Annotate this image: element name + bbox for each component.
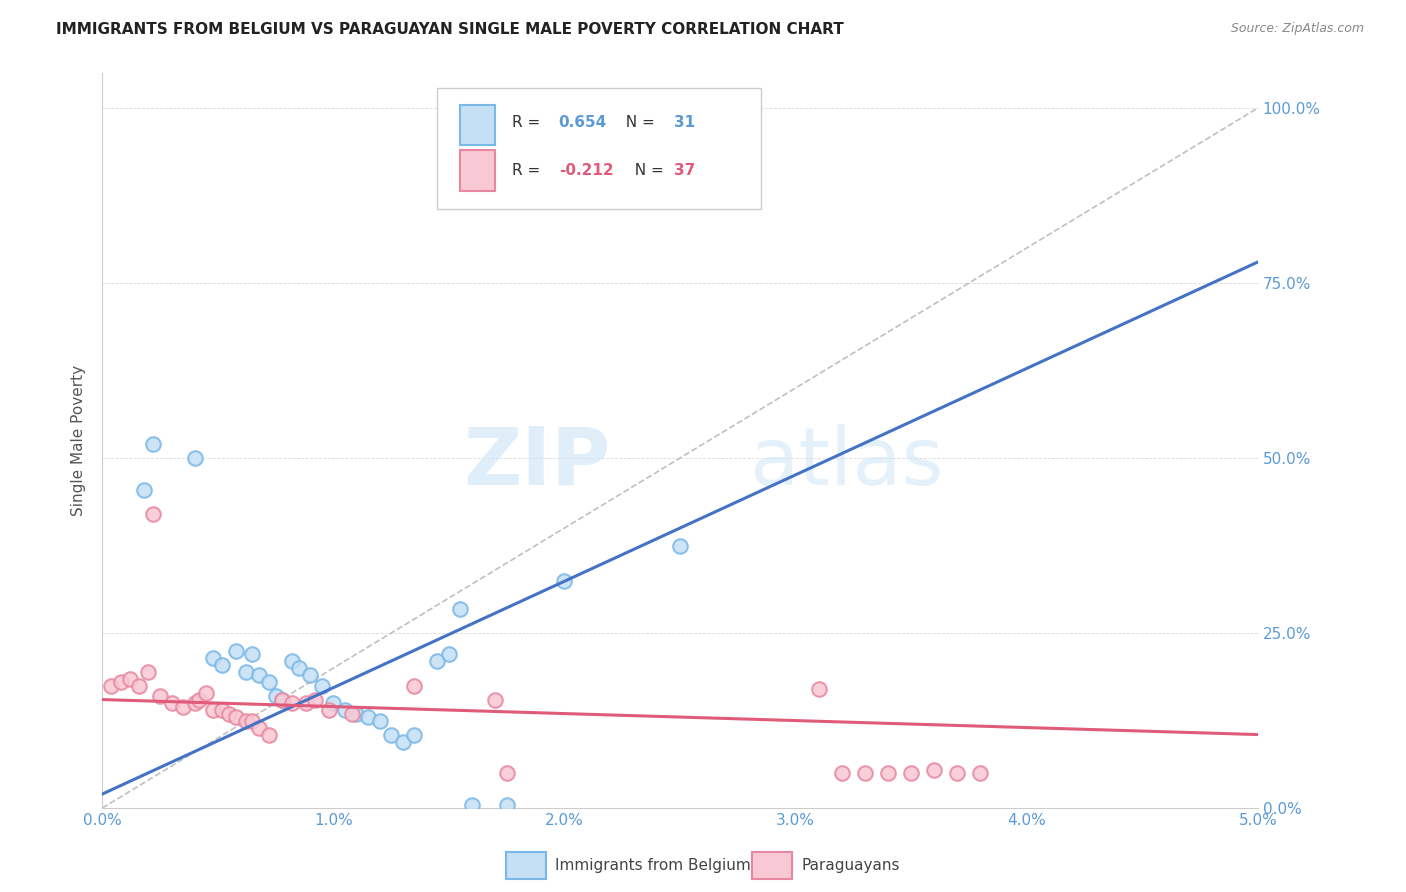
Text: R =: R = [512,163,546,178]
Point [128,679,150,693]
Point [900,766,922,780]
FancyBboxPatch shape [437,87,761,209]
Point [391,734,413,748]
Point [318,703,340,717]
Point [242,714,264,728]
Point [110,675,132,690]
Point [449,601,471,615]
Text: 37: 37 [675,163,696,178]
Point [202,650,225,665]
Point [242,647,264,661]
Text: N =: N = [616,115,659,130]
Point [142,507,165,521]
Point [340,706,363,721]
Point [368,714,391,728]
Point [346,706,368,721]
Point [922,763,945,777]
Point [299,668,322,682]
Point [404,679,426,693]
Point [235,665,257,679]
Text: 0.654: 0.654 [558,115,607,130]
Point [495,797,517,812]
Point [294,696,316,710]
Point [426,654,449,668]
Point [946,766,969,780]
Point [202,703,225,717]
Text: N =: N = [624,163,668,178]
Point [138,665,160,679]
Point [461,797,484,812]
Point [247,721,270,735]
Point [211,703,233,717]
Point [100,679,122,693]
Point [225,710,247,724]
Point [553,574,575,588]
Point [264,689,287,703]
Point [437,647,460,661]
Point [195,685,218,699]
Text: ZIP: ZIP [464,424,610,501]
Point [257,728,280,742]
Point [247,668,270,682]
Point [333,703,356,717]
Point [280,654,302,668]
Point [183,696,205,710]
Point [853,766,876,780]
Point [271,692,294,706]
Point [118,672,141,686]
Point [160,696,183,710]
FancyBboxPatch shape [460,104,495,145]
Point [287,661,309,675]
Text: 31: 31 [675,115,696,130]
Point [357,710,380,724]
Text: Immigrants from Belgium: Immigrants from Belgium [555,858,751,872]
Point [271,692,294,706]
Point [404,728,426,742]
Point [235,714,257,728]
Point [831,766,853,780]
Point [218,706,240,721]
Point [304,692,326,706]
Text: atlas: atlas [749,424,943,501]
Point [172,699,194,714]
Point [149,689,172,703]
Point [280,696,302,710]
Point [225,643,247,657]
Point [669,539,692,553]
Point [807,681,830,696]
Point [257,675,280,690]
FancyBboxPatch shape [460,150,495,191]
Text: -0.212: -0.212 [558,163,613,178]
Text: Paraguayans: Paraguayans [801,858,900,872]
Point [211,657,233,672]
Text: Source: ZipAtlas.com: Source: ZipAtlas.com [1230,22,1364,36]
Point [132,483,155,497]
Text: R =: R = [512,115,546,130]
Point [380,728,402,742]
Point [877,766,900,780]
Text: IMMIGRANTS FROM BELGIUM VS PARAGUAYAN SINGLE MALE POVERTY CORRELATION CHART: IMMIGRANTS FROM BELGIUM VS PARAGUAYAN SI… [56,22,844,37]
Point [142,437,165,451]
Point [969,766,991,780]
Point [322,696,344,710]
Point [183,450,205,465]
Y-axis label: Single Male Poverty: Single Male Poverty [72,365,86,516]
Point [495,766,517,780]
Point [484,692,506,706]
Point [188,692,211,706]
Point [311,679,333,693]
